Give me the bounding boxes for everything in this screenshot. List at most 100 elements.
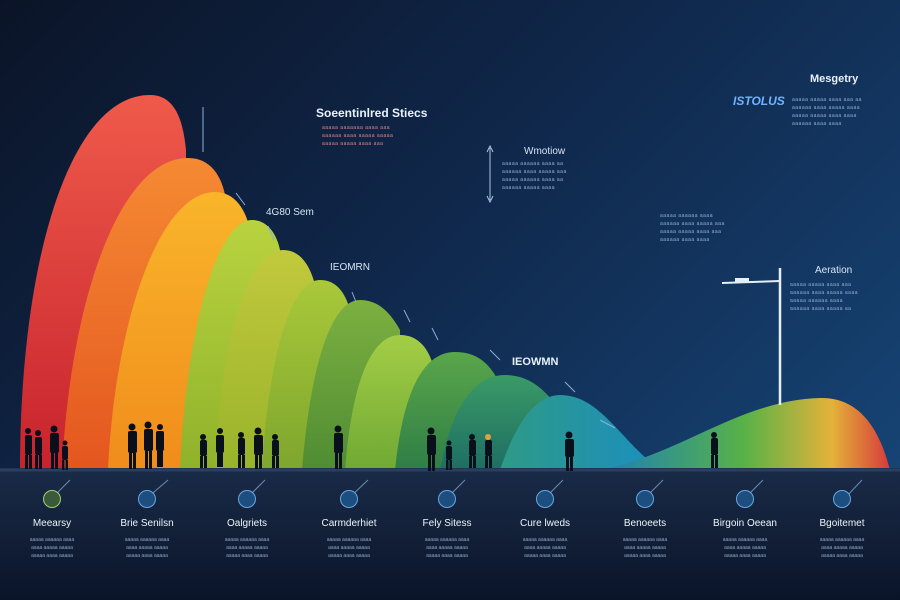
note-line: aaaaaa aaaa aaaaa aaa [660,221,725,227]
center-arrow [486,144,494,204]
note-line: aaaaaa aaaaa aaaa [502,185,555,191]
step-marker-icon [438,490,456,508]
step-body: aaaaa aaaaaa aaaa aaaa aaaaa aaaaa aaaaa… [97,536,197,560]
step-body: aaaaa aaaaaa aaaa aaaa aaaaa aaaaa aaaaa… [695,536,795,560]
step-marker-icon [138,490,156,508]
step-marker-icon [340,490,358,508]
step-marker-icon [833,490,851,508]
wave-connectors [202,107,616,429]
center-title: Wmotiow [524,146,566,157]
note-line: aaaaa aaaaa aaaa aaaa [792,113,857,119]
mid-value-label: 4G80 Sem [266,207,314,218]
note-line: aaaaa aaaaa aaaa aaa [322,141,384,147]
step-line: aaaa aaaaa aaaaa [126,545,168,551]
step-body: aaaaa aaaaaa aaaa aaaa aaaaa aaaaa aaaaa… [299,536,399,560]
step-body: aaaaa aaaaaa aaaa aaaa aaaaa aaaaa aaaaa… [197,536,297,560]
step-line: aaaaa aaaaaa aaaa [622,537,668,543]
step-2: Brie Senilsn aaaaa aaaaaa aaaa aaaa aaaa… [97,490,197,560]
wave-11 [500,395,660,470]
center-notes: aaaaa aaaaaa aaaa aa aaaaaa aaaa aaaaa a… [502,160,567,192]
right-mid-notes: aaaaa aaaaa aaaa aaa aaaaaa aaaa aaaaa a… [790,281,858,313]
top-right-brand: ISTOLUS [733,94,785,108]
step-line: aaaaa aaaa aaaaa [426,553,468,559]
note-line: aaaaaa aaaa aaaaa aaaa [790,290,859,296]
note-line: aaaaa aaaaaa aaaa aa [502,161,564,167]
step-line: aaaaa aaaaaa aaaa [722,537,768,543]
step-title: Carmderhiet [321,518,377,529]
step-line: aaaaa aaaaaa aaaa [819,537,865,543]
step-3: Oalgriets aaaaa aaaaaa aaaa aaaa aaaaa a… [197,490,297,560]
note-line: aaaaa aaaaa aaaa aaa aa [792,97,862,103]
step-line: aaaaa aaaa aaaaa [126,553,168,559]
step-marker-icon [536,490,554,508]
step-line: aaaaa aaaa aaaaa [328,553,370,559]
step-1: Meearsy aaaaa aaaaaa aaaa aaaa aaaaa aaa… [2,490,102,560]
right-mid-title: Aeration [815,265,853,276]
step-line: aaaaa aaaaaa aaaa [522,537,568,543]
step-4: Carmderhiet aaaaa aaaaaa aaaa aaaa aaaaa… [299,490,399,560]
step-line: aaaaa aaaa aaaaa [31,553,73,559]
step-9: Bgoitemet aaaaa aaaaaa aaaa aaaa aaaaa a… [792,490,892,560]
step-5: Fely Sitess aaaaa aaaaaa aaaa aaaa aaaaa… [397,490,497,560]
wave-12 [600,397,890,470]
step-line: aaaaa aaaa aaaaa [724,553,766,559]
note-line: aaaaa aaaaaaa aaaa aaa [322,125,391,131]
step-line: aaaa aaaaa aaaaa [328,545,370,551]
step-title: Benoeets [623,518,667,529]
step-title: Meearsy [32,518,72,529]
people-silhouettes [25,421,718,471]
step-line: aaaaa aaaa aaaaa [226,553,268,559]
note-line: aaaaa aaaaa aaaa aaa [790,282,852,288]
right-upper-notes: aaaaa aaaaaa aaaa aaaaaa aaaa aaaaa aaa … [660,212,725,244]
step-line: aaaaa aaaaaa aaaa [124,537,170,543]
step-title: Fely Sitess [422,518,472,529]
step-line: aaaa aaaaa aaaaa [724,545,766,551]
step-line: aaaa aaaaa aaaaa [226,545,268,551]
note-line: aaaaa aaaaaa aaaa [790,298,843,304]
step-8: Birgoin Oeean aaaaa aaaaaa aaaa aaaa aaa… [695,490,795,560]
top-center-title: Soeentinlred Stiecs [316,106,428,120]
step-line: aaaaa aaaaaa aaaa [29,537,75,543]
step-title: Bgoitemet [819,518,865,529]
center-big-label: IEOWMN [512,356,559,368]
step-marker-icon [43,490,61,508]
step-line: aaaa aaaaa aaaaa [426,545,468,551]
step-marker-icon [636,490,654,508]
step-body: aaaaa aaaaaa aaaa aaaa aaaaa aaaaa aaaaa… [2,536,102,560]
step-title: Oalgriets [226,518,267,529]
step-marker-icon [238,490,256,508]
step-line: aaaaa aaaaaa aaaa [326,537,372,543]
step-line: aaaa aaaaa aaaaa [524,545,566,551]
step-body: aaaaa aaaaaa aaaa aaaa aaaaa aaaaa aaaaa… [495,536,595,560]
step-body: aaaaa aaaaaa aaaa aaaa aaaaa aaaaa aaaaa… [397,536,497,560]
top-right-title: Mesgetry [810,73,859,85]
note-line: aaaaaa aaaa aaaa [792,121,842,127]
note-line: aaaaa aaaaaa aaaa [660,213,713,219]
step-7: Benoeets aaaaa aaaaaa aaaa aaaa aaaaa aa… [595,490,695,560]
step-line: aaaa aaaaa aaaaa [821,545,863,551]
step-title: Brie Senilsn [120,518,174,529]
note-line: aaaaaa aaaa aaaa [660,237,710,243]
top-center-notes: aaaaa aaaaaaa aaaa aaa aaaaaa aaaa aaaaa… [322,124,393,148]
step-line: aaaa aaaaa aaaaa [624,545,666,551]
step-title: Cure lweds [519,518,571,529]
note-line: aaaaaa aaaa aaaaa aaaa [792,105,861,111]
step-line: aaaaa aaaaaa aaaa [224,537,270,543]
mid-tag-label: IEOMRN [330,262,370,273]
step-marker-icon [736,490,754,508]
note-line: aaaaaa aaaa aaaaa aaaaa [322,133,394,139]
step-line: aaaaa aaaa aaaaa [524,553,566,559]
marker-pole [721,268,782,405]
step-body: aaaaa aaaaaa aaaa aaaa aaaaa aaaaa aaaaa… [595,536,695,560]
note-line: aaaaa aaaaaa aaaa aa [502,177,564,183]
top-right-notes: aaaaa aaaaa aaaa aaa aa aaaaaa aaaa aaaa… [792,96,862,128]
step-body: aaaaa aaaaaa aaaa aaaa aaaaa aaaaa aaaaa… [792,536,892,560]
step-6: Cure lweds aaaaa aaaaaa aaaa aaaa aaaaa … [495,490,595,560]
step-line: aaaaa aaaa aaaaa [624,553,666,559]
step-line: aaaa aaaaa aaaaa [31,545,73,551]
note-line: aaaaaa aaaa aaaaa aa [790,306,852,312]
note-line: aaaaaa aaaa aaaaa aaa [502,169,567,175]
step-line: aaaaa aaaaaa aaaa [424,537,470,543]
